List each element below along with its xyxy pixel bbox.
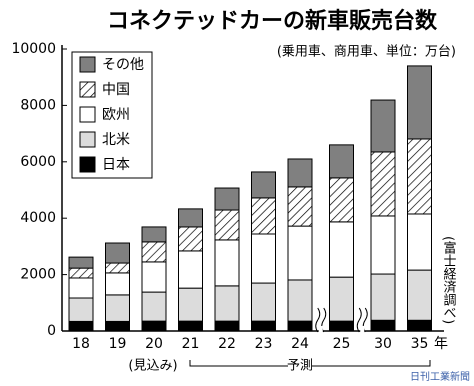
x-unit: 年 <box>434 336 448 352</box>
bar-segment <box>178 208 203 228</box>
y-tick-label: 6000 <box>20 154 56 170</box>
y-tick-label: 10000 <box>11 41 56 57</box>
legend-swatch <box>79 56 96 73</box>
bar-segment <box>407 269 432 321</box>
bar-segment <box>370 215 396 275</box>
x-tick-label: 30 <box>374 336 392 352</box>
axis-break-gap <box>318 326 323 334</box>
legend-label: 北米 <box>102 132 130 148</box>
bar-segment <box>251 171 276 199</box>
x-tick-label: 20 <box>145 336 163 352</box>
legend-label: その他 <box>102 57 144 73</box>
estimate-label: (見込み) <box>128 359 177 374</box>
bar-segment <box>287 225 313 281</box>
axis-break <box>356 307 362 333</box>
forecast-label: 予測 <box>287 359 313 374</box>
watermark: 日刊工業新聞 <box>410 370 470 383</box>
bar-segment <box>141 291 167 322</box>
bar-segment <box>68 277 94 299</box>
subtitle: (乗用車、商用車、単位：万台) <box>277 44 456 60</box>
bar-segment <box>105 320 130 332</box>
y-tick-label: 0 <box>47 323 56 339</box>
bar-segment <box>251 197 276 235</box>
legend-label: 欧州 <box>102 107 130 123</box>
bar-segment <box>105 294 130 322</box>
legend-label: 日本 <box>102 157 130 173</box>
bar-segment <box>287 158 313 188</box>
bar-segment <box>329 320 354 332</box>
bar-segment <box>68 320 94 332</box>
bar-segment <box>68 256 94 269</box>
bar-segment <box>141 320 167 332</box>
legend-swatch <box>79 131 96 148</box>
bar-segment <box>287 186 313 227</box>
x-tick-label: 23 <box>255 336 273 352</box>
bar-segment <box>370 151 396 217</box>
bar-segment <box>141 241 167 263</box>
legend-label: 中国 <box>102 82 130 98</box>
y-tick-label: 2000 <box>20 267 56 283</box>
bar-segment <box>251 233 276 284</box>
bar-segment <box>370 273 396 321</box>
axis-break <box>315 307 321 333</box>
bar-segment <box>370 99 396 153</box>
bar-segment <box>105 272 130 296</box>
bar-segment <box>68 267 94 279</box>
bar-segment <box>407 65 432 140</box>
chart-title: コネクテッドカーの新車販売台数 <box>107 8 438 34</box>
bar-segment <box>251 320 276 332</box>
bar-segment <box>214 187 240 211</box>
bar-segment <box>68 297 94 322</box>
x-tick-label: 25 <box>333 336 351 352</box>
bar-segment <box>329 144 354 179</box>
x-tick-label: 22 <box>218 336 236 352</box>
x-tick-label: 35 <box>411 336 429 352</box>
y-tick-label: 4000 <box>20 210 56 226</box>
bar-segment <box>178 287 203 322</box>
x-tick-label: 24 <box>291 336 309 352</box>
bar-segment <box>141 261 167 293</box>
bar-segment <box>407 213 432 271</box>
legend-swatch <box>79 106 96 123</box>
bar-segment <box>178 226 203 252</box>
bar-segment <box>214 239 240 287</box>
forecast-bracket <box>189 360 431 367</box>
bar-segment <box>251 282 276 322</box>
bar-segment <box>178 320 203 332</box>
axis-break-gap <box>360 326 365 334</box>
bar-segment <box>329 221 354 278</box>
y-tick-label: 8000 <box>20 97 56 113</box>
bar-segment <box>105 262 130 274</box>
bar-segment <box>214 320 240 332</box>
legend-swatch <box>79 81 96 98</box>
bar-segment <box>287 320 313 332</box>
bar-segment <box>287 279 313 322</box>
bar-segment <box>407 319 432 332</box>
bar-segment <box>105 242 130 264</box>
bar-segment <box>329 276 354 322</box>
bar-segment <box>178 250 203 289</box>
bar-segment <box>407 138 432 215</box>
x-tick-label: 21 <box>182 336 200 352</box>
x-tick-label: 18 <box>72 336 90 352</box>
bar-segment <box>141 226 167 243</box>
source: (富士経済調べ) <box>441 236 457 324</box>
x-tick-label: 19 <box>109 336 127 352</box>
legend-swatch <box>79 156 96 173</box>
bar-segment <box>214 285 240 322</box>
bar-segment <box>329 177 354 223</box>
bar-segment <box>214 209 240 241</box>
bar-segment <box>370 319 396 332</box>
